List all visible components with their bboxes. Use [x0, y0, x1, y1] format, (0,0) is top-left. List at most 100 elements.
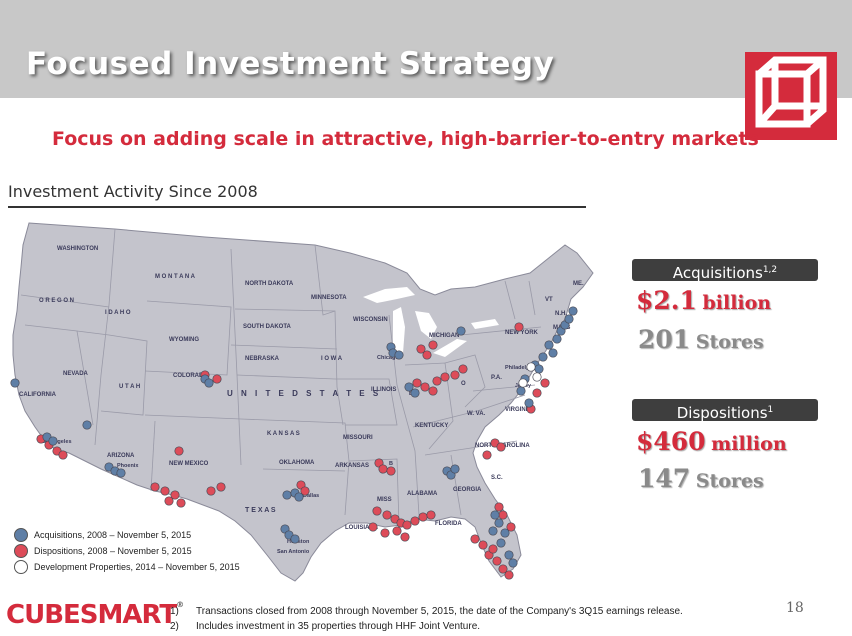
property-marker [450, 464, 460, 474]
acquisitions-amount: $2.1 billion [636, 286, 771, 315]
header-bar [0, 0, 852, 98]
state-label-sc: S.C. [491, 475, 503, 481]
us-map: WASHINGTON O R E G O N CALIFORNIA NEVADA… [10, 222, 594, 582]
dispositions-label-text: Dispositions [676, 404, 768, 422]
lake-huron [415, 311, 437, 339]
state-label-fl: FLORIDA [435, 521, 462, 527]
trademark-mark: ® [176, 600, 185, 609]
dispositions-amount-value: $460 [636, 427, 706, 456]
state-label-la: LOUISIANA [345, 525, 379, 531]
legend-label-acquisitions: Acquisitions, 2008 – November 5, 2015 [34, 530, 192, 540]
property-marker [482, 450, 492, 460]
dispositions-label: Dispositions1 [632, 399, 818, 422]
property-marker [426, 510, 436, 520]
state-label-ms: MISS [377, 497, 392, 503]
state-label-nh: N.H. [555, 311, 567, 317]
state-label-mo: MISSOURI [343, 435, 373, 441]
property-marker [428, 386, 438, 396]
page-title: Focused Investment Strategy [26, 46, 555, 82]
property-marker [568, 306, 578, 316]
property-marker [82, 420, 92, 430]
property-marker [508, 558, 518, 568]
country-label: U N I T E D S T A T E S [227, 389, 381, 398]
property-marker [380, 528, 390, 538]
state-label-tx: T E X A S [245, 507, 276, 514]
state-label-ne: NEBRASKA [245, 356, 280, 362]
state-label-ut: U T A H [119, 384, 140, 390]
city-label-dallas: Dallas [303, 493, 319, 499]
property-marker [372, 506, 382, 516]
legend-item-dispositions: Dispositions, 2008 – November 5, 2015 [14, 543, 240, 559]
dispositions-stores-unit: Stores [695, 470, 764, 492]
brand-name: CUBESMART [6, 600, 177, 630]
property-marker [494, 518, 504, 528]
state-label-co: COLORADO [173, 373, 208, 379]
page-number: 18 [786, 600, 804, 616]
property-marker [410, 388, 420, 398]
property-marker [532, 372, 542, 382]
property-marker [506, 522, 516, 532]
state-label-wa: WASHINGTON [57, 246, 98, 252]
property-marker [300, 486, 310, 496]
property-marker [368, 522, 378, 532]
disposition-marker-icon [14, 544, 28, 558]
footnote-1-number: 1) [170, 606, 179, 617]
acquisition-marker-icon [14, 528, 28, 542]
property-marker [418, 512, 428, 522]
property-marker [404, 382, 414, 392]
property-marker [516, 386, 526, 396]
property-markers [10, 306, 578, 580]
property-marker [518, 378, 528, 388]
property-marker [532, 388, 542, 398]
property-marker [394, 350, 404, 360]
footnote-2-text: Includes investment in 35 properties thr… [196, 621, 481, 632]
state-label-mn: MINNESOTA [311, 295, 347, 301]
state-label-me: ME. [573, 281, 584, 287]
footnotes: 1) Transactions closed from 2008 through … [170, 606, 683, 636]
state-label-ks: K A N S A S [267, 431, 300, 437]
state-label-wv: W. VA. [467, 411, 486, 417]
state-label-id: I D A H O [105, 310, 131, 316]
property-marker [488, 544, 498, 554]
state-label-il: ILLINOIS [371, 387, 396, 393]
property-marker [282, 490, 292, 500]
city-label-houston: Houston [287, 539, 310, 545]
state-label-ny: NEW YORK [505, 330, 539, 336]
property-marker [402, 520, 412, 530]
property-marker [412, 378, 422, 388]
lake-michigan [393, 307, 405, 359]
property-marker [48, 436, 58, 446]
city-label-b: B [389, 461, 393, 467]
legend-label-dispositions: Dispositions, 2008 – November 5, 2015 [34, 546, 192, 556]
dispositions-stores: 147 Stores [638, 464, 764, 493]
property-marker [540, 378, 550, 388]
lake-superior [363, 287, 415, 303]
property-marker [564, 314, 574, 324]
dispositions-stores-value: 147 [638, 464, 691, 493]
acquisitions-label-text: Acquisitions [672, 264, 763, 282]
footnote-1-text: Transactions closed from 2008 through No… [196, 606, 683, 617]
state-label-ok: OKLAHOMA [279, 460, 315, 466]
property-marker [490, 510, 500, 520]
property-marker [382, 510, 392, 520]
lake-ontario [471, 319, 499, 329]
state-label-al: ALABAMA [407, 491, 438, 497]
property-marker [392, 526, 402, 536]
acquisitions-label: Acquisitions1,2 [632, 259, 818, 282]
property-marker [422, 350, 432, 360]
property-marker [116, 468, 126, 478]
property-marker [524, 398, 534, 408]
property-marker [494, 502, 504, 512]
state-label-or: O R E G O N [39, 298, 74, 304]
acquisitions-amount-value: $2.1 [636, 286, 697, 315]
property-marker [514, 322, 524, 332]
state-label-ia: I O W A [321, 356, 343, 362]
acquisitions-stores-unit: Stores [695, 331, 764, 353]
state-label-wi: WISCONSIN [353, 317, 388, 323]
property-marker [176, 498, 186, 508]
development-marker-icon [14, 560, 28, 574]
property-marker [400, 532, 410, 542]
property-marker [420, 382, 430, 392]
state-label-pa: P.A. [491, 375, 502, 381]
footnote-2: 2) Includes investment in 35 properties t… [170, 621, 683, 636]
